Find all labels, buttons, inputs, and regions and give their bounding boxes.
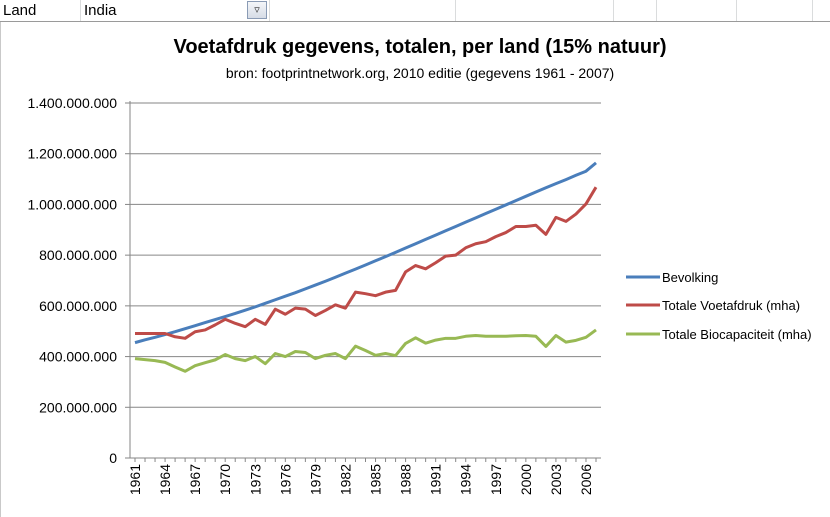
legend-label: Totale Biocapaciteit (mha)	[662, 327, 812, 342]
x-tick-label: 1985	[368, 464, 384, 495]
y-tick-label: 1.000.000.000	[27, 196, 117, 212]
x-tick-label: 1997	[488, 464, 504, 495]
cell-land-value[interactable]: India	[81, 0, 270, 21]
x-tick-label: 1991	[428, 464, 444, 495]
x-tick-label: 2000	[518, 464, 534, 495]
y-tick-label: 1.200.000.000	[27, 146, 117, 162]
y-tick-label: 200.000.000	[39, 399, 117, 415]
cell-empty[interactable]	[614, 0, 657, 21]
series-line-2	[134, 328, 597, 373]
filter-dropdown-icon[interactable]: ▿	[247, 1, 267, 19]
cell-land-label[interactable]: Land	[0, 0, 81, 21]
cell-empty[interactable]	[657, 0, 737, 21]
x-tick-label: 1970	[217, 464, 233, 495]
sheet-header-row: Land India ▿	[0, 0, 830, 22]
series-line-0	[134, 161, 597, 345]
chart-subtitle: bron: footprintnetwork.org, 2010 editie …	[225, 65, 615, 81]
legend-label: Totale Voetafdruk (mha)	[662, 298, 800, 313]
x-tick-label: 2006	[578, 464, 594, 495]
chart-border	[0, 22, 1, 517]
cell-empty[interactable]	[456, 0, 614, 21]
cell-empty[interactable]	[737, 0, 813, 21]
x-tick-label: 2003	[548, 464, 564, 495]
y-tick-label: 1.400.000.000	[27, 95, 117, 111]
y-tick-label: 0	[109, 450, 117, 466]
x-tick-label: 1961	[127, 464, 143, 495]
y-tick-label: 600.000.000	[39, 298, 117, 314]
chart-title: Voetafdruk gegevens, totalen, per land (…	[173, 36, 667, 58]
x-tick-label: 1976	[277, 464, 293, 495]
cell-empty[interactable]	[270, 0, 456, 21]
y-tick-label: 400.000.000	[39, 349, 117, 365]
legend-label: Bevolking	[662, 270, 718, 285]
x-tick-label: 1979	[307, 464, 323, 495]
y-tick-label: 800.000.000	[39, 247, 117, 263]
x-tick-label: 1982	[337, 464, 353, 495]
x-tick-label: 1973	[247, 464, 263, 495]
x-tick-label: 1964	[157, 464, 173, 495]
x-tick-label: 1988	[398, 464, 414, 495]
x-tick-label: 1994	[458, 464, 474, 495]
x-tick-label: 1967	[187, 464, 203, 495]
series-line-1	[135, 186, 598, 340]
